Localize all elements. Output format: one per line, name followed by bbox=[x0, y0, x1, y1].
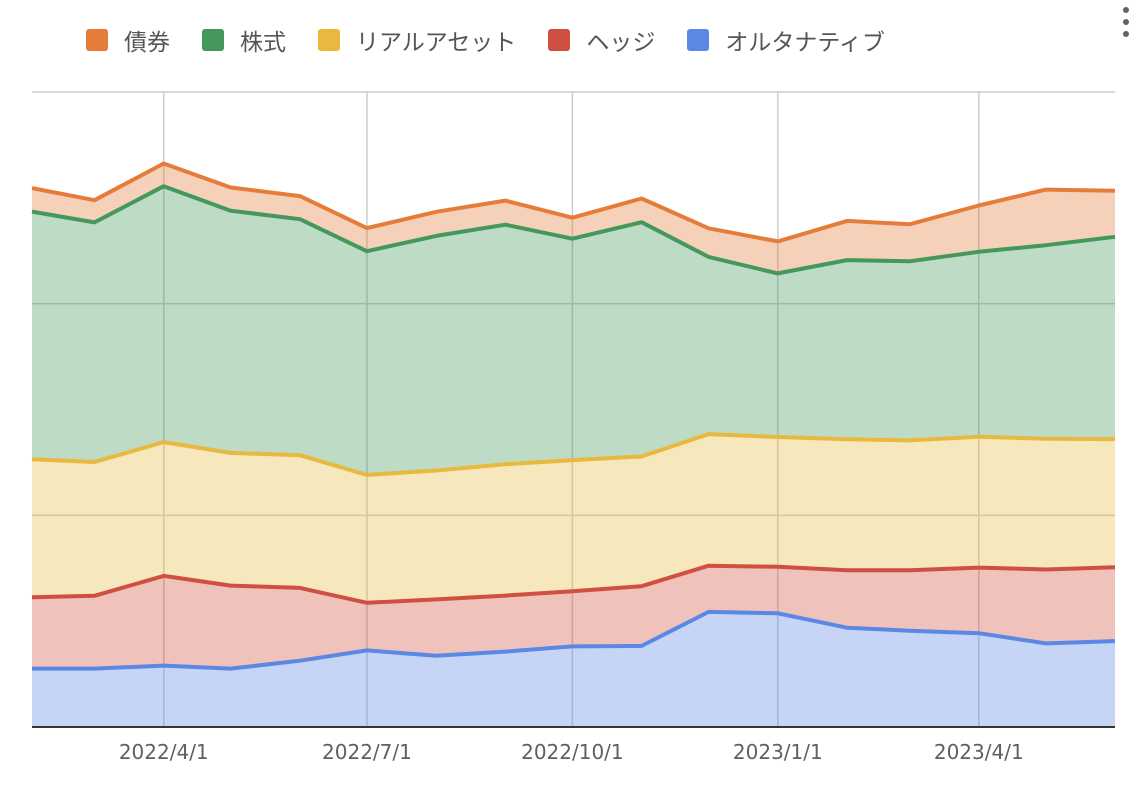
x-tick-label: 2023/1/1 bbox=[733, 740, 823, 764]
series-lines bbox=[31, 161, 1116, 671]
legend-label-hedge: ヘッジ bbox=[586, 30, 656, 56]
line-real_assets bbox=[31, 432, 1116, 477]
line-hedge bbox=[31, 563, 1116, 605]
legend-swatch-real-assets bbox=[318, 29, 340, 51]
line-alternatives bbox=[32, 609, 1116, 671]
legend-label-real-assets: リアルアセット bbox=[356, 30, 517, 56]
legend-item-alternatives[interactable]: オルタナティブ bbox=[687, 23, 885, 57]
legend-item-stocks[interactable]: 株式 bbox=[202, 23, 286, 57]
area-alternatives bbox=[32, 611, 1115, 727]
x-tick-label: 2022/4/1 bbox=[119, 740, 209, 764]
x-tick-label: 2022/7/1 bbox=[322, 740, 412, 764]
legend-label-bonds: 債券 bbox=[124, 30, 170, 56]
area-real_assets bbox=[32, 434, 1115, 603]
menu-dot bbox=[1123, 19, 1129, 25]
legend-label-stocks: 株式 bbox=[240, 30, 286, 56]
axes: 2022/4/1 2022/7/1 2022/10/1 2023/1/1 2023/4/… bbox=[32, 726, 1115, 764]
legend: 債券 株式 リアルアセット ヘッジ オルタナティブ bbox=[86, 22, 917, 58]
legend-item-hedge[interactable]: ヘッジ bbox=[548, 23, 655, 57]
legend-swatch-stocks bbox=[202, 29, 224, 51]
more-vert-icon[interactable] bbox=[1120, 6, 1132, 40]
line-bonds bbox=[31, 161, 1116, 244]
legend-item-bonds[interactable]: 債券 bbox=[86, 23, 170, 57]
legend-swatch-hedge bbox=[548, 29, 571, 51]
menu-dot bbox=[1123, 31, 1129, 37]
x-tick-label: 2022/10/1 bbox=[521, 740, 624, 764]
areas bbox=[32, 163, 1115, 727]
grid bbox=[32, 91, 1115, 727]
x-tick-label: 2023/4/1 bbox=[934, 740, 1024, 764]
line-stocks bbox=[31, 184, 1116, 276]
legend-item-real-assets[interactable]: リアルアセット bbox=[318, 23, 516, 57]
legend-swatch-bonds bbox=[86, 29, 108, 51]
legend-label-alternatives: オルタナティブ bbox=[725, 30, 885, 56]
legend-swatch-alternatives bbox=[687, 29, 710, 51]
area-stocks bbox=[32, 186, 1115, 475]
menu-dot bbox=[1123, 7, 1129, 13]
area-hedge bbox=[32, 565, 1115, 669]
